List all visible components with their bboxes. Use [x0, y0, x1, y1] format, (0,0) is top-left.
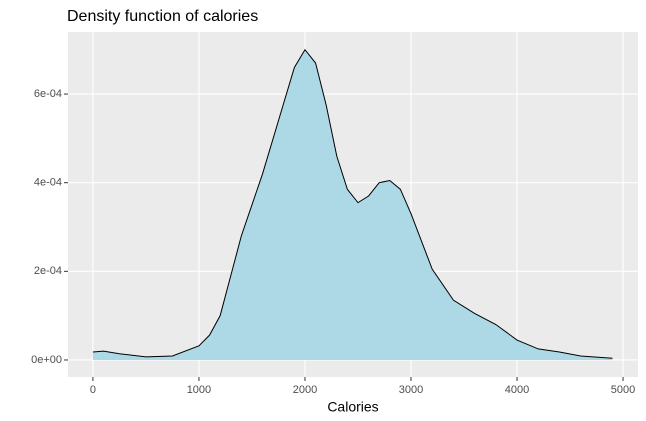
x-tick-label: 4000	[505, 384, 529, 396]
density-line	[92, 48, 613, 359]
density-area	[92, 49, 613, 360]
x-tick-label: 3000	[399, 384, 423, 396]
x-tick-label: 5000	[611, 384, 635, 396]
y-tick-label: 4e-04	[34, 177, 62, 189]
chart-title: Density function of calories	[67, 8, 258, 25]
x-axis-label: Calories	[327, 399, 378, 415]
x-tick-label: 0	[90, 384, 96, 396]
y-tick-label: 0e+00	[31, 354, 62, 366]
y-tick-label: 2e-04	[34, 265, 62, 277]
x-tick-label: 1000	[187, 384, 211, 396]
x-tick-label: 2000	[293, 384, 317, 396]
y-tick-label: 6e-04	[34, 88, 62, 100]
